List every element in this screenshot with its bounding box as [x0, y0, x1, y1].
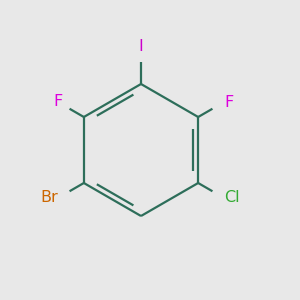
Text: I: I [139, 39, 143, 54]
Text: F: F [53, 94, 62, 110]
Text: Cl: Cl [224, 190, 240, 206]
Text: Br: Br [40, 190, 58, 206]
Text: F: F [224, 94, 233, 110]
